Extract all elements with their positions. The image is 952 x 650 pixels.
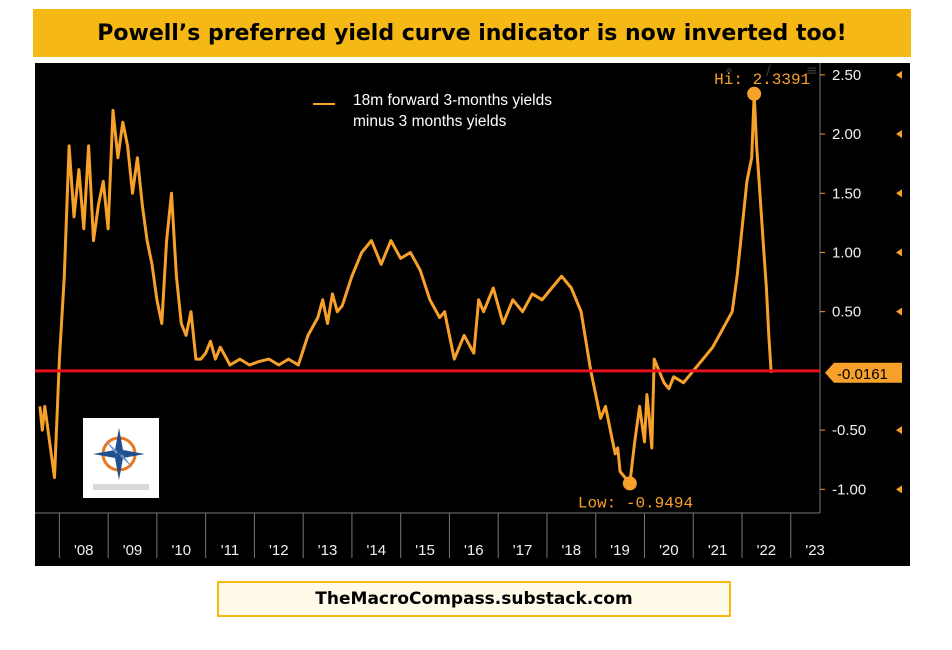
compass-logo-icon bbox=[93, 428, 149, 490]
x-tick-label: '16 bbox=[464, 542, 484, 559]
x-tick-label: '09 bbox=[123, 542, 143, 559]
x-tick-label: '08 bbox=[74, 542, 94, 559]
last-value-label: -0.0161 bbox=[837, 366, 888, 383]
y-tick-arrow bbox=[896, 130, 902, 139]
x-tick-label: '22 bbox=[757, 542, 777, 559]
low-label: Low: -0.9494 bbox=[578, 494, 693, 512]
y-tick-arrow bbox=[896, 307, 902, 316]
y-tick-arrow bbox=[896, 189, 902, 198]
zoom-icon[interactable]: ⌕ bbox=[846, 63, 854, 79]
chart-svg: ⌖ ∕ ≡ ⌕ 2.50 2.00 1.50 1.00 0.50 -0.50 -1.00 '0… bbox=[35, 63, 902, 559]
y-tick-label: -1.00 bbox=[832, 481, 866, 498]
x-tick-label: '20 bbox=[659, 542, 679, 559]
hi-marker bbox=[747, 86, 762, 101]
y-tick-label: 0.50 bbox=[832, 304, 861, 321]
y-tick-label: 2.00 bbox=[832, 126, 861, 143]
x-tick-label: '19 bbox=[610, 542, 630, 559]
series-line bbox=[38, 92, 773, 485]
macrocompass-logo bbox=[83, 418, 159, 498]
chart-title: Powell’s preferred yield curve indicator… bbox=[97, 20, 847, 46]
low-marker bbox=[622, 476, 637, 491]
y-tick-label: 1.50 bbox=[832, 185, 861, 202]
y-tick-arrow bbox=[896, 248, 902, 257]
chart-title-banner: Powell’s preferred yield curve indicator… bbox=[33, 9, 911, 57]
y-tick-arrow bbox=[896, 70, 902, 79]
y-tick-label: 2.50 bbox=[832, 67, 861, 84]
menu-icon[interactable]: ≡ bbox=[806, 63, 818, 79]
x-tick-label: '21 bbox=[708, 542, 728, 559]
x-tick-label: '23 bbox=[805, 542, 825, 559]
toolbar-icons: ⌖ ∕ ≡ ⌕ bbox=[725, 63, 854, 79]
y-tick-arrow bbox=[896, 426, 902, 435]
legend-swatch bbox=[313, 103, 335, 105]
footer-link[interactable]: TheMacroCompass.substack.com bbox=[315, 589, 633, 609]
crosshair-icon[interactable]: ⌖ bbox=[725, 63, 733, 79]
y-tick-arrow bbox=[896, 485, 902, 494]
hi-label: Hi: 2.3391 bbox=[714, 71, 810, 89]
x-tick-label: '15 bbox=[415, 542, 435, 559]
x-tick-label: '12 bbox=[269, 542, 289, 559]
legend-label: 18m forward 3-months yields minus 3 mont… bbox=[353, 92, 552, 130]
x-tick-label: '17 bbox=[513, 542, 533, 559]
x-tick-label: '10 bbox=[171, 542, 191, 559]
last-value-tag bbox=[825, 362, 902, 383]
x-tick-label: '18 bbox=[562, 542, 582, 559]
y-tick-label: -0.50 bbox=[832, 422, 866, 439]
draw-icon[interactable]: ∕ bbox=[766, 63, 771, 79]
x-tick-label: '14 bbox=[367, 542, 387, 559]
x-tick-label: '13 bbox=[318, 542, 338, 559]
footer-banner[interactable]: TheMacroCompass.substack.com bbox=[217, 581, 731, 617]
y-tick-label: 1.00 bbox=[832, 244, 861, 261]
chart-panel: ⌖ ∕ ≡ ⌕ 2.50 2.00 1.50 1.00 0.50 -0.50 -1.00 '0… bbox=[35, 63, 910, 566]
x-tick-label: '11 bbox=[221, 542, 239, 559]
